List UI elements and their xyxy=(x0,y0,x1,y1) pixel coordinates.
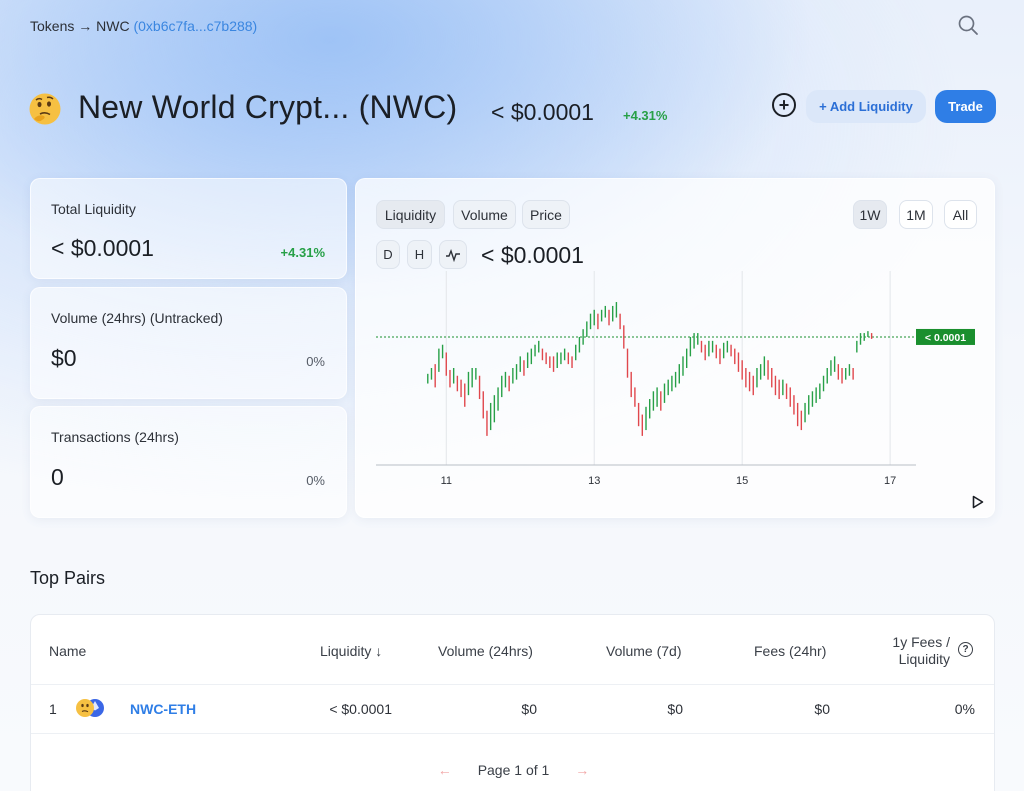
next-page-arrow-icon[interactable]: → xyxy=(575,762,590,778)
column-header-fees-line2: Liquidity xyxy=(898,651,950,667)
last-price-tag xyxy=(916,328,975,345)
pair-link-nwc-eth[interactable]: NWC-ETH xyxy=(130,701,197,717)
cell-fees-24h: $0 xyxy=(814,701,830,717)
interval-hour-button[interactable]: H xyxy=(407,240,432,269)
pulse-line-icon xyxy=(446,248,460,262)
stat-change: +4.31% xyxy=(280,245,325,260)
stat-card-transactions: Transactions (24hrs) 0 0% xyxy=(30,406,347,518)
column-header-volume-7d[interactable]: Volume (7d) xyxy=(606,643,682,659)
column-header-name[interactable]: Name xyxy=(49,643,87,659)
token-title: New World Crypt... (NWC) xyxy=(78,89,458,125)
cell-volume-7d: $0 xyxy=(667,701,683,717)
range-1w-button[interactable]: 1W xyxy=(853,200,887,229)
token-price-change: +4.31% xyxy=(623,108,668,123)
divider xyxy=(31,733,994,734)
token-logo-thinking-face-icon xyxy=(29,93,61,125)
chart-current-price: < $0.0001 xyxy=(481,242,584,268)
page-indicator: Page 1 of 1 xyxy=(477,762,550,778)
tab-price[interactable]: Price xyxy=(522,200,570,229)
stat-label: Transactions (24hrs) xyxy=(51,429,179,445)
stat-change: 0% xyxy=(306,354,325,369)
breadcrumb: Tokens → NWC (0xb6c7fa...c7b288) xyxy=(30,18,257,34)
search-icon[interactable] xyxy=(957,14,979,36)
line-chart-toggle-button[interactable] xyxy=(439,240,467,269)
add-liquidity-button[interactable]: + Add Liquidity xyxy=(806,90,926,123)
cell-fees-liquidity: 0% xyxy=(954,701,975,717)
x-tick-label: 17 xyxy=(884,475,896,487)
range-1m-button[interactable]: 1M xyxy=(899,200,933,229)
token-price: < $0.0001 xyxy=(491,99,594,125)
breadcrumb-tokens-link[interactable]: Tokens xyxy=(30,18,75,34)
interval-day-button[interactable]: D xyxy=(376,240,400,269)
tab-volume[interactable]: Volume xyxy=(453,200,516,229)
range-all-button[interactable]: All xyxy=(944,200,977,229)
x-tick-label: 11 xyxy=(441,475,452,487)
cell-volume-24h: $0 xyxy=(521,701,537,717)
stat-value: $0 xyxy=(51,345,77,371)
row-index: 1 xyxy=(49,701,57,717)
stat-value: < $0.0001 xyxy=(51,235,154,261)
stat-change: 0% xyxy=(306,473,325,488)
price-candlestick-chart[interactable]: 11 13 15 17 < 0.0001 xyxy=(356,179,996,519)
stat-label: Volume (24hrs) (Untracked) xyxy=(51,310,223,326)
x-tick-label: 13 xyxy=(588,475,600,487)
chart-panel: Liquidity Volume Price 1W 1M All D H < $… xyxy=(355,178,995,518)
play-icon[interactable] xyxy=(972,495,984,509)
top-pairs-table: Name Liquidity ↓ Volume (24hrs) Volume (… xyxy=(30,614,995,791)
column-header-fees-liquidity[interactable]: 1y Fees / Liquidity xyxy=(892,634,950,668)
plus-icon: + xyxy=(778,95,790,115)
column-header-volume-24h[interactable]: Volume (24hrs) xyxy=(438,643,533,659)
stat-card-volume: Volume (24hrs) (Untracked) $0 0% xyxy=(30,287,347,399)
x-tick-label: 15 xyxy=(736,475,748,487)
tab-liquidity[interactable]: Liquidity xyxy=(376,200,445,229)
add-to-watchlist-button[interactable]: + xyxy=(772,93,796,117)
help-icon[interactable]: ? xyxy=(958,642,973,657)
breadcrumb-address-link[interactable]: (0xb6c7fa...c7b288) xyxy=(133,18,258,34)
last-price-tag-label: < 0.0001 xyxy=(925,332,966,344)
column-header-fees-line1: 1y Fees / xyxy=(892,634,950,650)
stat-value: 0 xyxy=(51,464,64,490)
stat-card-total-liquidity: Total Liquidity < $0.0001 +4.31% xyxy=(30,178,347,279)
prev-page-arrow-icon[interactable]: ← xyxy=(437,762,452,778)
divider xyxy=(31,684,994,685)
cell-liquidity: < $0.0001 xyxy=(329,701,392,717)
trade-button[interactable]: Trade xyxy=(935,90,996,123)
pagination: ← Page 1 of 1 → xyxy=(31,762,996,778)
pair-token-icons xyxy=(76,699,104,717)
column-header-fees-24h[interactable]: Fees (24hr) xyxy=(754,643,827,659)
column-header-liquidity[interactable]: Liquidity ↓ xyxy=(320,643,383,659)
top-pairs-title: Top Pairs xyxy=(30,568,106,588)
breadcrumb-arrow: → xyxy=(78,18,93,34)
stat-label: Total Liquidity xyxy=(51,201,136,217)
breadcrumb-symbol: NWC xyxy=(96,18,130,34)
